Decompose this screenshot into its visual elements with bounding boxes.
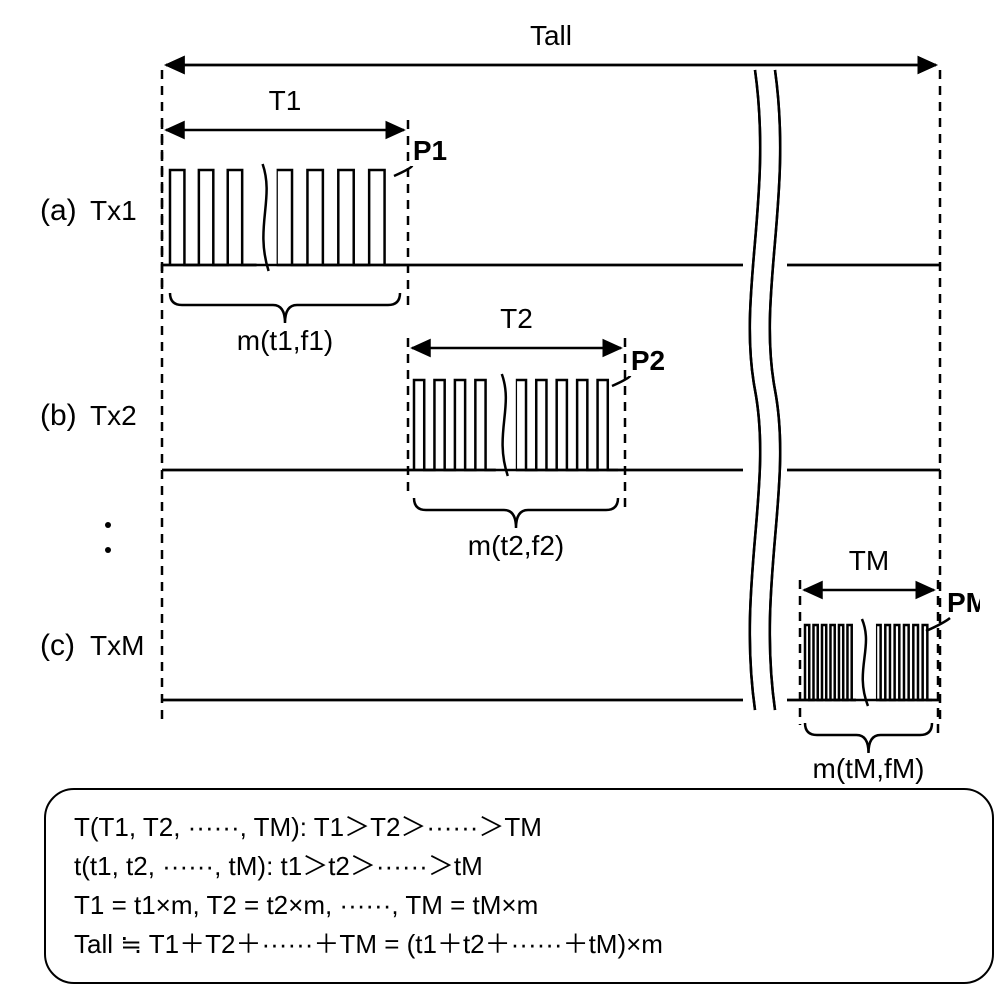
row-1-m-label: m(t2,f2) xyxy=(468,530,564,561)
diagram-svg: Tall (a) Tx1 T1 P1 m(t1,f1) (b) Tx2 T2 P2 m(t2,f2)… xyxy=(20,20,980,790)
row-1-t-label: T2 xyxy=(500,303,533,334)
row-2-key: (c) xyxy=(40,629,75,662)
row-2-brace xyxy=(805,723,932,753)
row-2-t-label: TM xyxy=(849,545,889,576)
formula-line-2: T1 = t1×m, T2 = t2×m, ······, TM = tM×m xyxy=(74,886,964,925)
row-0-key: (a) xyxy=(40,194,77,227)
formula-line-1: t(t1, t2, ······, tM): t1＞t2＞······＞tM xyxy=(74,847,964,886)
row-0-t-label: T1 xyxy=(269,85,302,116)
row-2-pulse-seg-0 xyxy=(805,625,856,700)
formula-line-0: T(T1, T2, ······, TM): T1＞T2＞······＞TM xyxy=(74,808,964,847)
row-2-p-label: PM xyxy=(947,587,980,618)
row-1-key: (b) xyxy=(40,399,77,432)
row-0-pulse-seg-0 xyxy=(170,170,257,265)
formula-box: T(T1, T2, ······, TM): T1＞T2＞······＞TMt(… xyxy=(44,788,994,984)
row-0-pulse-seg-1 xyxy=(277,170,400,265)
row-0-p-leader xyxy=(394,166,412,176)
timing-diagram: Tall (a) Tx1 T1 P1 m(t1,f1) (b) Tx2 T2 P2 m(t2,f2)… xyxy=(20,20,980,939)
row-2-m-label: m(tM,fM) xyxy=(813,753,925,784)
row-0-brace xyxy=(170,293,400,323)
vertical-ellipsis-dot xyxy=(105,522,111,528)
row-2-pulse-seg-1 xyxy=(876,625,932,700)
row-2-tx-label: TxM xyxy=(90,630,144,661)
formula-line-3: Tall ≒ T1＋T2＋······＋TM = (t1＋t2＋······＋t… xyxy=(74,925,964,964)
row-0-m-label: m(t1,f1) xyxy=(237,325,333,356)
tall-label: Tall xyxy=(530,20,572,51)
row-0-p-label: P1 xyxy=(413,135,447,166)
row-1-tx-label: Tx2 xyxy=(90,400,137,431)
row-1-p-label: P2 xyxy=(631,345,665,376)
vertical-ellipsis-dot xyxy=(105,547,111,553)
row-0-tx-label: Tx1 xyxy=(90,195,137,226)
